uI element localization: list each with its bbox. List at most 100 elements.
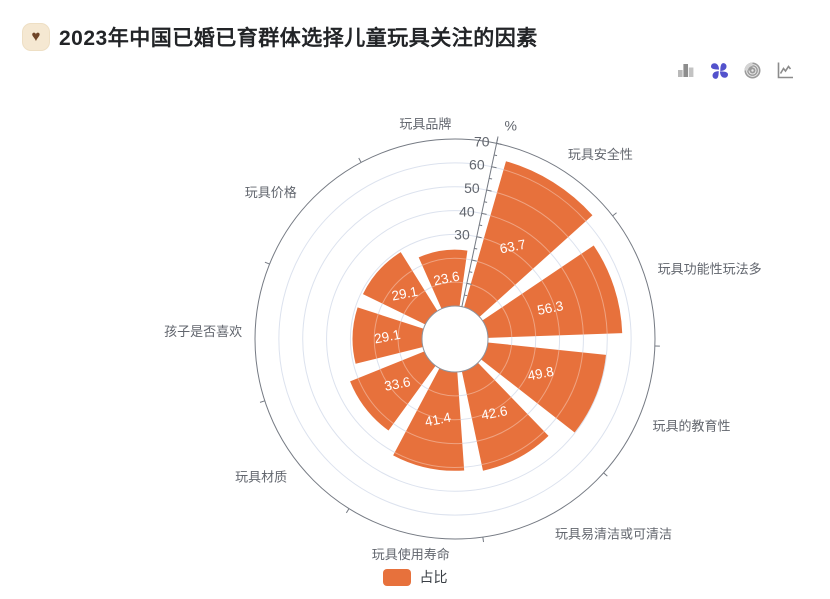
- rose-chart-icon[interactable]: [709, 60, 729, 80]
- rose-sector-0[interactable]: [464, 161, 593, 317]
- inner-ring: [421, 305, 489, 373]
- grid-overlay-arc: [555, 352, 584, 419]
- value-label: 29.1: [390, 284, 419, 304]
- grid-overlay-arc: [428, 388, 460, 397]
- category-label: 玩具易清洁或可清洁: [555, 527, 672, 542]
- grid-overlay-arc: [401, 360, 422, 386]
- rose-sector-8[interactable]: [418, 249, 468, 309]
- value-label: 49.8: [526, 364, 555, 384]
- radius-axis-line: [461, 136, 499, 307]
- angle-tick: [264, 261, 270, 265]
- grid-overlay-arc: [518, 347, 536, 390]
- radius-tick: [484, 201, 488, 203]
- rose-sector-7[interactable]: [362, 252, 438, 325]
- radius-tick: [489, 177, 493, 180]
- grid-overlay-arc: [521, 293, 537, 337]
- radius-tick-label: 70: [474, 133, 490, 149]
- grid-overlay-arc: [421, 257, 467, 266]
- radius-axis-name: %: [504, 118, 516, 134]
- heart-badge-icon: ♥: [22, 23, 50, 51]
- rose-sector-3[interactable]: [461, 362, 549, 471]
- category-label: 玩具价格: [245, 185, 297, 200]
- angle-tick: [482, 536, 485, 543]
- legend-label: 占比: [419, 569, 448, 585]
- value-label: 63.7: [498, 237, 527, 257]
- grid-overlay-arc: [466, 379, 495, 396]
- category-label: 玩具安全性: [568, 147, 633, 162]
- grid-overlay-arc: [580, 253, 608, 334]
- grid-overlay-arc: [481, 431, 545, 466]
- rose-sector-6[interactable]: [352, 307, 424, 364]
- radius-tick-label: 50: [464, 180, 480, 196]
- radius-tick: [476, 236, 482, 239]
- radius-tick: [493, 154, 498, 157]
- grid-overlay-arc: [537, 349, 560, 404]
- grid-overlay-arc: [501, 306, 513, 338]
- radius-tick: [464, 294, 468, 297]
- category-label: 玩具材质: [235, 470, 287, 485]
- grid-circle: [278, 162, 632, 516]
- radius-tick: [481, 212, 487, 215]
- restore-icon[interactable]: [742, 60, 762, 80]
- angle-tick: [259, 400, 265, 403]
- grid-overlay-arc: [471, 396, 512, 419]
- grid-overlay-arc: [476, 413, 528, 442]
- grid-overlay-arc: [470, 283, 498, 302]
- header: ♥ 2023年中国已婚已育群体选择儿童玩具关注的因素: [22, 22, 538, 52]
- rose-sector-4[interactable]: [393, 368, 465, 471]
- category-label: 玩具使用寿命: [372, 547, 450, 562]
- toolbox: [676, 60, 795, 80]
- radius-tick: [471, 259, 477, 262]
- value-label: 56.3: [536, 298, 565, 318]
- value-label: 42.6: [480, 403, 509, 423]
- legend-swatch: [382, 568, 411, 586]
- page-title: 2023年中国已婚已育群体选择儿童玩具关注的因素: [59, 27, 538, 50]
- angle-tick: [603, 472, 608, 477]
- grid-overlay-arc: [394, 451, 464, 468]
- grid-overlay-arc: [496, 192, 569, 238]
- category-label: 玩具品牌: [399, 117, 451, 132]
- radius-tick: [479, 224, 483, 227]
- radius-tick: [466, 282, 472, 285]
- value-label: 23.6: [432, 269, 461, 289]
- grid-overlay-arc: [397, 321, 402, 353]
- rose-sector-5[interactable]: [350, 351, 436, 431]
- grid-overlay-arc: [405, 430, 463, 445]
- radius-tick: [486, 189, 492, 192]
- radius-tick-label: 30: [454, 227, 470, 243]
- legend-item[interactable]: 占比: [382, 567, 448, 587]
- line-chart-icon[interactable]: [775, 60, 795, 80]
- bar-chart-icon[interactable]: [676, 60, 696, 80]
- grid-overlay-arc: [403, 290, 426, 315]
- grid-overlay-arc: [416, 409, 461, 421]
- radius-tick-label: 40: [459, 203, 475, 219]
- angle-tick: [612, 212, 617, 217]
- grid-overlay-arc: [561, 266, 584, 335]
- category-label: 玩具功能性玩法多: [658, 262, 762, 277]
- radius-tick-label: 60: [469, 157, 485, 173]
- legend: 占比: [0, 567, 830, 587]
- heart-icon: ♥: [31, 27, 41, 45]
- grid-overlay-arc: [503, 169, 587, 222]
- outer-axis-circle: [254, 138, 656, 540]
- grid-overlay-arc: [541, 280, 561, 336]
- radius-tick: [496, 142, 502, 145]
- value-label: 33.6: [383, 374, 412, 394]
- grid-overlay-arc: [490, 215, 551, 254]
- rose-sector-2[interactable]: [481, 342, 606, 433]
- radius-tick: [491, 166, 497, 169]
- grid-overlay-arc: [483, 237, 534, 270]
- rose-sector-1[interactable]: [482, 245, 623, 338]
- category-label: 玩具的教育性: [652, 418, 730, 433]
- radius-tick: [469, 271, 473, 273]
- grid-overlay-arc: [382, 270, 413, 304]
- category-label: 孩子是否喜欢: [164, 324, 242, 339]
- grid-overlay-arc: [357, 377, 394, 425]
- value-label: 29.1: [373, 327, 402, 347]
- grid-overlay-arc: [477, 260, 516, 286]
- value-label: 41.4: [424, 410, 453, 430]
- grid-circle: [302, 186, 608, 492]
- radius-tick: [474, 247, 478, 250]
- grid-overlay-arc: [379, 369, 408, 405]
